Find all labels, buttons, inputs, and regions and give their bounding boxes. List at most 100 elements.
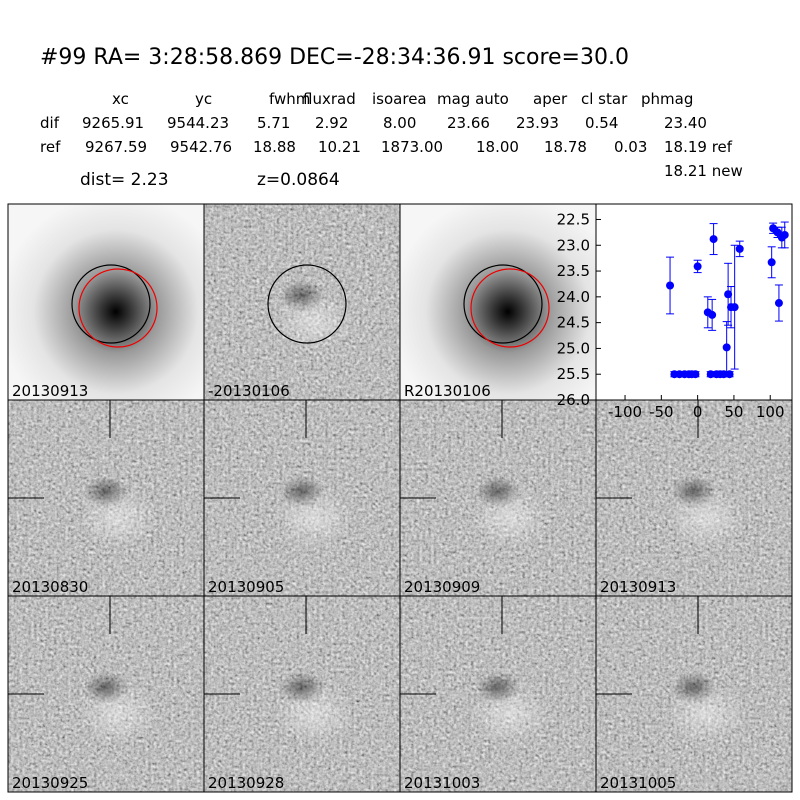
x-tick-label: 50 [724, 403, 743, 421]
table-cell: 23.66 [447, 114, 490, 132]
aperture-new [78, 268, 158, 348]
bright-blob [274, 684, 354, 744]
column-header: isoarea [372, 90, 427, 108]
y-tick-label: 23.5 [557, 262, 590, 280]
stamp-label: 20130909 [404, 578, 480, 596]
column-header: xc [112, 90, 129, 108]
table-cell: 8.00 [383, 114, 416, 132]
y-tick-label: 22.5 [557, 210, 590, 228]
table-cell: 0.03 [614, 138, 647, 156]
y-tick-label: 26.0 [557, 391, 590, 409]
x-tick-label: -50 [649, 403, 674, 421]
stamp: 20130913 [595, 399, 793, 597]
stamp: 20130909 [399, 399, 597, 597]
table-cell: 9267.59 [85, 138, 147, 156]
table-cell: 1873.00 [381, 138, 443, 156]
stamp: 20130913 [7, 203, 205, 401]
stamp-label: 20131005 [600, 774, 676, 792]
stamp-label: 20131003 [404, 774, 480, 792]
y-tick-label: 25.0 [557, 339, 590, 357]
extra-value: 18.21 new [664, 162, 743, 180]
column-header: cl star [581, 90, 628, 108]
table-cell: 5.71 [257, 114, 290, 132]
stamp: 20130928 [203, 595, 401, 793]
stamp-image [400, 204, 596, 400]
point [691, 370, 700, 379]
table-cell: 18.88 [253, 138, 296, 156]
table-cell: 0.54 [585, 114, 618, 132]
table-cell: 18.78 [544, 138, 587, 156]
point [724, 290, 733, 299]
bright-blob [470, 684, 550, 744]
row-label: dif [40, 114, 60, 132]
stamp-label: 20130913 [600, 578, 676, 596]
y-tick-label: 24.0 [557, 288, 590, 306]
y-tick-label: 23.0 [557, 236, 590, 254]
point [719, 370, 728, 379]
stamp-label: -20130106 [208, 382, 290, 400]
x-tick-label: 0 [693, 403, 703, 421]
column-header: yc [195, 90, 212, 108]
column-header: fwhm [269, 90, 310, 108]
row-label: ref [40, 138, 61, 156]
stamp-image [8, 204, 204, 400]
aperture [267, 264, 347, 344]
table-cell: 10.21 [318, 138, 361, 156]
point [666, 281, 675, 290]
y-tick-label: 25.5 [557, 365, 590, 383]
stamp-frame [595, 595, 793, 793]
stamp: -20130106 [203, 203, 401, 401]
x-tick-label: 100 [756, 403, 785, 421]
point [774, 299, 783, 308]
stamp-label: 20130928 [208, 774, 284, 792]
bright-blob [470, 488, 550, 548]
column-header: aper [533, 90, 568, 108]
point [730, 303, 739, 312]
point [709, 235, 718, 244]
point [693, 262, 702, 271]
aperture [463, 264, 543, 344]
stamp-label: 20130925 [12, 774, 88, 792]
point [708, 310, 717, 319]
aperture-new [470, 268, 550, 348]
table-cell: 9544.23 [167, 114, 229, 132]
aperture [71, 264, 151, 344]
table-cell: 18.19 ref [664, 138, 733, 156]
x-tick-label: -100 [608, 403, 642, 421]
column-header: fluxrad [303, 90, 356, 108]
redshift: z=0.0864 [257, 170, 340, 190]
table-cell: 23.40 [664, 114, 707, 132]
title: #99 RA= 3:28:58.869 DEC=-28:34:36.91 sco… [40, 45, 629, 70]
stamp-label: 20130830 [12, 578, 88, 596]
point [735, 244, 744, 253]
stamp: 20131005 [595, 595, 793, 793]
table-cell: 18.00 [476, 138, 519, 156]
bright-blob [78, 488, 158, 548]
table-cell: 2.92 [315, 114, 348, 132]
point [706, 370, 715, 379]
stamp: R20130106 [399, 203, 597, 401]
table-cell: 9542.76 [170, 138, 232, 156]
stamp: 20131003 [399, 595, 597, 793]
bright-blob [274, 292, 354, 352]
bright-blob [666, 488, 746, 548]
plot-bg [595, 203, 793, 401]
bright-blob [78, 684, 158, 744]
column-header: mag auto [437, 90, 509, 108]
point [725, 370, 734, 379]
table-cell: 9265.91 [82, 114, 144, 132]
stamp-label: R20130106 [404, 382, 491, 400]
column-header: phmag [641, 90, 693, 108]
table-cell: 23.93 [516, 114, 559, 132]
y-tick-label: 24.5 [557, 314, 590, 332]
panels: 20130913 -20130106 R20130106 20130830 201309… [7, 203, 793, 793]
bright-blob [274, 488, 354, 548]
point [767, 258, 776, 267]
bright-blob [666, 684, 746, 744]
point [780, 230, 789, 239]
dist: dist= 2.23 [80, 170, 169, 190]
point [722, 343, 731, 352]
stamp: 20130905 [203, 399, 401, 597]
stamp: 20130925 [7, 595, 205, 793]
